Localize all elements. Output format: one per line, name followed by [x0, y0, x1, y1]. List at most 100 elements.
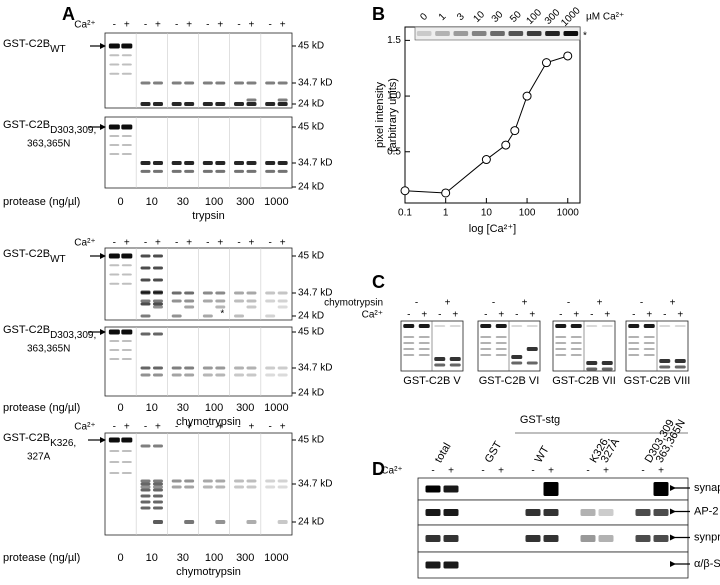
dose-label: 1000 [264, 552, 288, 564]
band [265, 366, 276, 370]
ca-sign: - [144, 20, 147, 31]
size-marker: 34.7 kD [298, 363, 332, 374]
band [495, 336, 507, 338]
band [674, 365, 686, 369]
band [184, 169, 195, 173]
band [215, 305, 226, 309]
band [152, 291, 163, 295]
strip-unit: µM Ca²⁺ [586, 12, 624, 23]
point [481, 155, 491, 165]
band [109, 450, 120, 452]
band [425, 509, 441, 516]
band [121, 124, 133, 130]
band [449, 357, 461, 361]
band [265, 169, 276, 173]
panel-letter: D [372, 459, 385, 479]
band [152, 494, 163, 498]
band [121, 153, 132, 155]
ca-label: Ca²⁺ [74, 238, 95, 249]
band [570, 348, 582, 350]
band [453, 31, 469, 36]
band [570, 342, 582, 344]
sample-subscript: 363,365N [27, 139, 70, 150]
ca-sign: - [237, 20, 240, 31]
x-tick-label: 1 [443, 208, 449, 219]
band [277, 366, 288, 370]
gel-label: GST-C2B VII [552, 375, 616, 387]
x-tick-label: 1000 [557, 208, 580, 219]
band [435, 31, 450, 36]
ca-sign: + [677, 310, 683, 321]
band [121, 358, 132, 360]
band [140, 506, 151, 510]
band [121, 461, 132, 463]
band [152, 299, 163, 303]
band [545, 31, 560, 36]
ca-label: Ca²⁺ [362, 310, 383, 321]
band [418, 336, 430, 338]
band [215, 291, 226, 295]
size-marker: 34.7 kD [298, 288, 332, 299]
band [152, 479, 163, 483]
ca-sign: + [498, 466, 504, 477]
protease-label: protease (ng/µl) [3, 552, 80, 564]
band [184, 305, 195, 309]
sample-label: GST-C2BK326, [3, 432, 76, 449]
point [510, 126, 520, 136]
dose-label: 300 [236, 402, 254, 414]
band [653, 535, 669, 542]
sample-subscript: K326, [50, 438, 76, 449]
band [140, 494, 151, 498]
band [418, 348, 430, 350]
band [108, 329, 120, 335]
band [171, 169, 182, 173]
band [121, 282, 132, 285]
star: * [220, 309, 224, 320]
band [246, 291, 257, 295]
band [140, 444, 151, 448]
band [184, 485, 195, 489]
size-marker: 45 kD [298, 41, 324, 52]
size-marker: 34.7 kD [298, 158, 332, 169]
dose-label: 1000 [264, 196, 288, 208]
band [215, 373, 226, 377]
dose-label: 0 [118, 402, 124, 414]
band [434, 363, 446, 367]
band [109, 358, 120, 360]
band [121, 472, 132, 474]
band [202, 314, 213, 318]
band [121, 72, 132, 75]
ca-sign: + [155, 20, 161, 31]
panel-letter: B [372, 4, 385, 24]
ca-sign: + [217, 422, 223, 433]
band [171, 299, 182, 303]
ca-sign: + [498, 310, 504, 321]
band [418, 342, 430, 344]
band [480, 354, 492, 356]
band [152, 169, 163, 173]
band [152, 266, 163, 270]
band [140, 479, 151, 483]
band [140, 299, 151, 303]
row-label: synaptotagmin [694, 482, 720, 494]
band [653, 482, 669, 496]
panel-letter: A [62, 4, 75, 24]
band [598, 535, 614, 542]
band [140, 169, 151, 173]
point [563, 51, 573, 61]
band [202, 102, 213, 106]
ca-sign: - [206, 422, 209, 433]
band [443, 485, 459, 493]
ca-sign: - [144, 238, 147, 249]
line [404, 55, 568, 194]
dose-label: 100 [205, 402, 223, 414]
band [526, 325, 538, 327]
band [152, 444, 163, 448]
y-axis-label: (arbitrary units) [387, 78, 399, 152]
ca-sign: + [573, 310, 579, 321]
band [265, 485, 276, 489]
band [152, 373, 163, 377]
ca-sign: + [603, 466, 609, 477]
arrow-head [100, 253, 106, 259]
ca-sign: - [484, 310, 487, 321]
